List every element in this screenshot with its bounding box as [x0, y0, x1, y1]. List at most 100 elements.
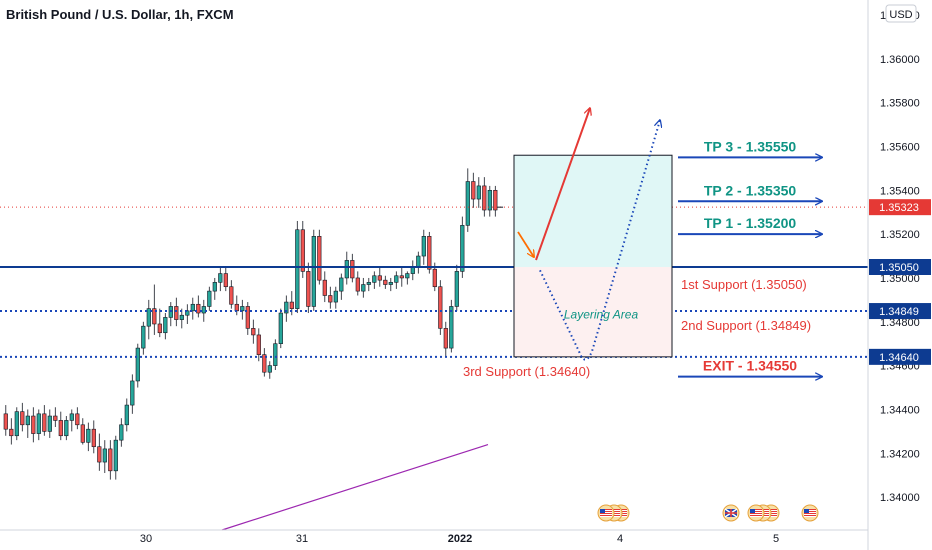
candle: [366, 277, 371, 292]
candle-body: [212, 282, 217, 292]
candle-body: [416, 255, 421, 268]
candle-body: [102, 448, 107, 463]
price-tick-label: 1.34000: [880, 492, 920, 504]
candle-body: [449, 306, 454, 349]
candle-body: [278, 312, 283, 345]
candle: [108, 440, 113, 480]
candle: [234, 295, 239, 316]
second-support-line-badge-label: 1.34849: [879, 306, 919, 318]
candle-body: [14, 411, 19, 437]
candle-body: [124, 404, 129, 426]
candle-body: [3, 413, 8, 430]
candle-body: [295, 229, 300, 309]
trade-plan-layer: Layering Area TP 3 - 1.35550 TP 2 - 1.3535…: [463, 108, 822, 379]
candle-body: [487, 189, 492, 211]
target-zone: [514, 155, 672, 267]
candle: [493, 185, 498, 217]
candle: [86, 422, 91, 452]
candle-body: [97, 446, 102, 463]
candle-body: [69, 413, 74, 421]
candle-body: [240, 306, 245, 312]
price-tick-label: 1.35800: [880, 98, 920, 110]
candle: [157, 308, 162, 338]
candle: [196, 295, 201, 318]
candle: [311, 229, 316, 311]
layering-zone: [514, 267, 672, 357]
candle-body: [328, 295, 333, 303]
candle-body: [460, 225, 465, 272]
candle-body: [141, 325, 146, 349]
candle-body: [108, 448, 113, 472]
candle-body: [86, 428, 91, 443]
candle: [372, 271, 377, 289]
candle: [185, 304, 190, 324]
candle: [168, 302, 173, 327]
candle-body: [333, 290, 338, 303]
second-support-label: 2nd Support (1.34849): [681, 318, 811, 333]
target-label: TP 3 - 1.35550: [704, 138, 797, 154]
currency-button[interactable]: [885, 4, 917, 23]
candle-body: [135, 347, 140, 382]
candle: [25, 409, 30, 438]
candle-body: [306, 271, 311, 307]
candle-body: [190, 303, 195, 312]
us-event-flag-icon[interactable]: [597, 504, 615, 522]
candle: [69, 409, 74, 432]
time-axis[interactable]: 30 31 2022 4 5: [0, 529, 868, 545]
candle: [388, 277, 393, 292]
price-axis[interactable]: 1.362001.360001.358001.356001.354001.352…: [867, 0, 931, 550]
candle-body: [201, 306, 206, 314]
candle: [190, 297, 195, 320]
candle-body: [152, 308, 157, 325]
candle-body: [64, 420, 69, 437]
candle: [377, 267, 382, 287]
us-event-flag-icon[interactable]: [747, 504, 765, 522]
candle-body: [58, 420, 63, 437]
candle-body: [157, 323, 162, 334]
candle: [416, 251, 421, 274]
time-tick-label: 5: [773, 533, 779, 545]
candle-body: [361, 284, 366, 292]
moving-average-layer: [221, 443, 489, 531]
candle-body: [267, 365, 272, 373]
candle-body: [388, 282, 393, 285]
target-label: TP 2 - 1.35350: [704, 182, 797, 198]
projected-path: [539, 120, 660, 361]
candle-body: [130, 380, 135, 406]
candle-body: [234, 303, 239, 312]
time-tick-label: 4: [617, 533, 623, 545]
candle: [267, 361, 272, 379]
candle-body: [399, 275, 404, 279]
candle-body: [432, 268, 437, 288]
uk-event-flag-icon[interactable]: [722, 504, 740, 522]
candle: [207, 286, 212, 311]
candle-body: [174, 306, 179, 320]
candle-body: [229, 286, 234, 305]
currency-label: USD: [889, 9, 912, 21]
candle: [317, 229, 322, 285]
candle: [64, 416, 69, 441]
candle: [42, 405, 47, 436]
us-event-flag-icon[interactable]: [801, 504, 819, 522]
price-tick-label: 1.34800: [880, 317, 920, 329]
candle: [421, 229, 426, 265]
second-support-line-badge: [869, 303, 931, 320]
candle: [135, 343, 140, 388]
candle: [251, 319, 256, 344]
candle: [273, 339, 278, 371]
resistance-line-badge: [869, 259, 931, 275]
candle: [465, 168, 470, 232]
candle: [383, 275, 388, 289]
candle-body: [256, 334, 261, 355]
candle: [410, 260, 415, 281]
current-price-badge: [869, 199, 931, 216]
price-tick-label: 1.34400: [880, 404, 920, 416]
candle: [141, 321, 146, 355]
candle: [399, 267, 404, 287]
levels-layer: [0, 206, 868, 358]
candle: [344, 251, 349, 285]
candle: [471, 172, 476, 208]
first-support-label: 1st Support (1.35050): [681, 277, 807, 292]
candle: [460, 216, 465, 278]
